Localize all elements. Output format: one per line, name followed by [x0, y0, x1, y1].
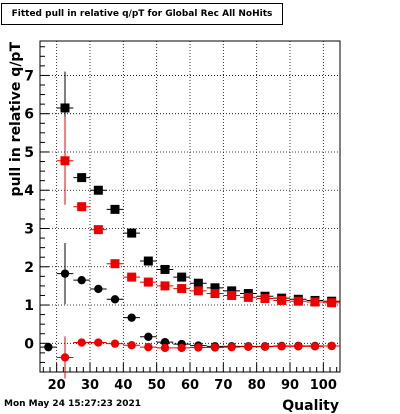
data-point-circle — [310, 342, 320, 351]
data-point-circle — [294, 342, 303, 351]
data-point-square — [127, 272, 137, 282]
x-tick-label: 40 — [114, 378, 132, 393]
data-point-circle — [244, 342, 253, 351]
data-point-circle — [77, 275, 86, 285]
y-tick-label: 0 — [24, 336, 34, 352]
data-point-square — [243, 292, 253, 302]
data-point-circle — [327, 341, 336, 351]
axes: 20 30 40 50 60 70 80 90 100 0 1 2 3 4 5 6 7 — [24, 46, 338, 393]
data-point-square — [193, 286, 203, 296]
y-tick-label: 3 — [24, 222, 34, 238]
x-tick-label: 30 — [81, 378, 99, 393]
y-axis-label: pull in relative q/pT — [8, 42, 24, 197]
data-point-circle — [277, 342, 286, 351]
data-point-circle — [210, 343, 220, 352]
grid — [40, 41, 340, 372]
x-tick-label: 90 — [281, 378, 299, 393]
data-point-circle — [160, 337, 170, 347]
data-point-square — [93, 225, 103, 235]
data-point-circle — [144, 342, 153, 352]
data-point-square — [327, 298, 337, 308]
data-point-square — [177, 284, 187, 294]
y-tick-label: 2 — [24, 260, 34, 276]
x-tick-label: 70 — [214, 378, 232, 393]
data-point-circle — [194, 343, 203, 352]
data-point-square — [227, 290, 237, 300]
y-tick-label: 6 — [24, 107, 34, 123]
data-marks — [40, 71, 340, 379]
data-point-circle — [60, 269, 70, 278]
x-axis-label: Quality — [282, 398, 339, 414]
data-point-square — [193, 278, 203, 288]
data-point-square — [160, 281, 170, 291]
data-point-square — [77, 202, 87, 212]
y-tick-label: 1 — [24, 298, 34, 314]
data-point-square — [77, 173, 87, 183]
x-tick-label: 80 — [248, 378, 266, 393]
data-point-square — [110, 259, 120, 269]
y-tick-label: 7 — [24, 68, 34, 84]
data-point-square — [177, 272, 187, 282]
data-point-square — [93, 185, 103, 195]
data-point-square — [160, 264, 170, 274]
data-point-circle — [127, 313, 136, 322]
data-point-circle — [110, 295, 120, 304]
data-point-circle — [260, 342, 270, 351]
timestamp: Mon May 24 15:27:23 2021 — [4, 399, 142, 409]
data-point-square — [227, 286, 237, 296]
data-point-circle — [177, 343, 186, 353]
data-point-circle — [94, 284, 103, 294]
data-point-square — [310, 297, 320, 307]
data-point-square — [210, 283, 220, 293]
data-point-circle — [60, 353, 70, 362]
data-point-circle — [160, 343, 170, 353]
data-point-square — [210, 289, 220, 299]
x-tick-label: 50 — [148, 378, 166, 393]
data-point-square — [293, 296, 303, 306]
y-tick-label: 4 — [24, 183, 34, 199]
data-point-square — [60, 103, 70, 113]
data-point-circle — [77, 338, 86, 347]
data-point-circle — [227, 342, 236, 352]
data-point-circle — [110, 339, 120, 348]
data-point-circle — [144, 332, 153, 341]
data-point-circle — [94, 338, 103, 347]
data-point-square — [143, 277, 153, 287]
data-point-square — [260, 294, 270, 304]
data-point-circle — [127, 341, 136, 350]
data-point-square — [127, 228, 137, 238]
x-tick-label: 60 — [181, 378, 199, 393]
x-tick-label: 20 — [48, 378, 66, 393]
data-point-circle — [44, 342, 53, 352]
x-tick-label: 100 — [310, 378, 337, 393]
data-point-square — [277, 295, 287, 305]
chart-title: Fitted pull in relative q/pT for Global … — [1, 3, 283, 25]
data-point-square — [110, 204, 120, 214]
data-point-square — [60, 156, 70, 166]
y-tick-label: 5 — [24, 145, 34, 161]
data-point-square — [143, 256, 153, 266]
